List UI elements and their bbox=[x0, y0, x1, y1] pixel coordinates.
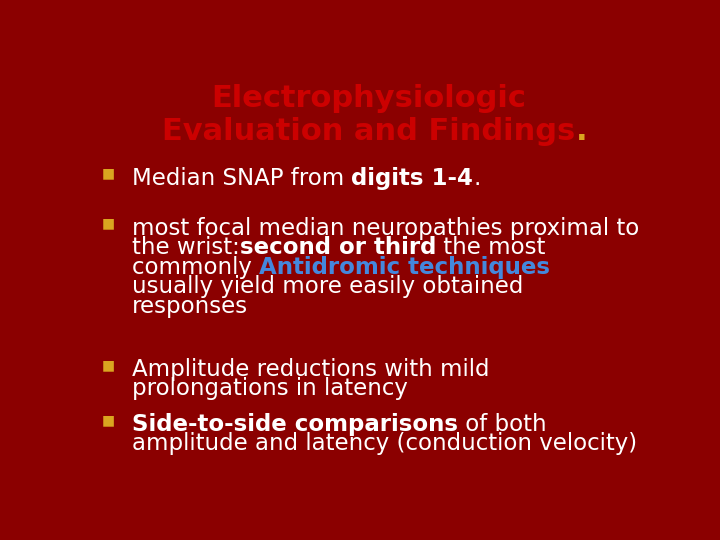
Text: usually yield more easily obtained: usually yield more easily obtained bbox=[132, 275, 523, 298]
Text: ■: ■ bbox=[102, 413, 114, 427]
Text: .: . bbox=[473, 167, 481, 190]
Text: Electrophysiologic: Electrophysiologic bbox=[212, 84, 526, 112]
Text: digits 1-4: digits 1-4 bbox=[351, 167, 473, 190]
Text: most focal median neuropathies proximal to: most focal median neuropathies proximal … bbox=[132, 217, 639, 240]
Text: the most: the most bbox=[436, 236, 545, 259]
Text: .: . bbox=[575, 117, 588, 146]
Text: commonly: commonly bbox=[132, 255, 259, 279]
Text: ■: ■ bbox=[102, 217, 114, 231]
Text: responses: responses bbox=[132, 295, 248, 318]
Text: prolongations in latency: prolongations in latency bbox=[132, 377, 408, 401]
Text: second or third: second or third bbox=[240, 236, 436, 259]
Text: of both: of both bbox=[458, 413, 546, 436]
Text: amplitude and latency (conduction velocity): amplitude and latency (conduction veloci… bbox=[132, 433, 637, 455]
Text: ■: ■ bbox=[102, 167, 114, 181]
Text: Antidromic techniques: Antidromic techniques bbox=[259, 255, 550, 279]
Text: ■: ■ bbox=[102, 358, 114, 372]
Text: Median SNAP from: Median SNAP from bbox=[132, 167, 351, 190]
Text: Amplitude reductions with mild: Amplitude reductions with mild bbox=[132, 358, 490, 381]
Text: Evaluation and Findings: Evaluation and Findings bbox=[163, 117, 575, 146]
Text: Side-to-side comparisons: Side-to-side comparisons bbox=[132, 413, 458, 436]
Text: the wrist:: the wrist: bbox=[132, 236, 240, 259]
